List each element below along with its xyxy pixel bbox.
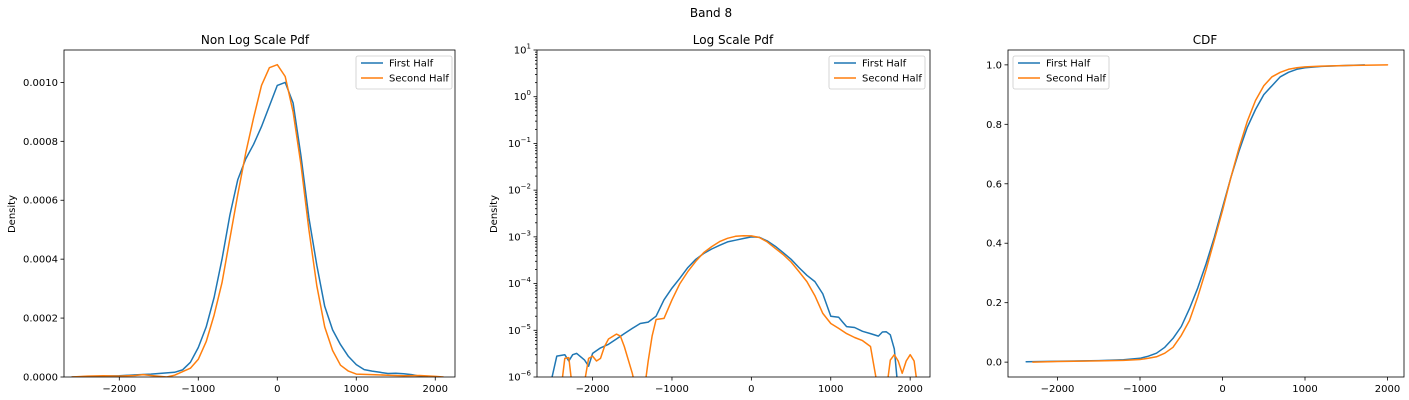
y-tick-label: 0.0004 xyxy=(23,255,58,266)
y-axis-label: Density xyxy=(7,195,18,233)
plot-frame xyxy=(63,49,456,378)
x-tick-label: 0 xyxy=(748,384,754,395)
series-line-first-half xyxy=(551,236,898,377)
x-tick-label: 1000 xyxy=(344,384,369,395)
legend: First Half Second Half xyxy=(828,55,926,90)
panel-non-log-pdf: Non Log Scale Pdf Density −2000 −1000 0 100… xyxy=(7,33,456,395)
axis-ticks: −2000 −1000 0 1000 2000 0.0 0.2 0.4 0.6 0.8 1.0 xyxy=(986,60,1400,395)
y-tick-label: 0.0002 xyxy=(23,314,58,325)
legend-box xyxy=(1012,55,1110,90)
y-tick-label-exponent: −4 xyxy=(521,276,532,284)
y-tick-label-base: 10 xyxy=(514,92,527,103)
x-tick-label: 2000 xyxy=(897,384,922,395)
series-line-first-half xyxy=(71,81,429,377)
y-tick-label-base: 10 xyxy=(508,139,521,150)
plot-frame xyxy=(1007,49,1405,378)
legend-box xyxy=(828,55,926,90)
legend-label-first-half: First Half xyxy=(389,59,434,70)
y-tick-label: 0.8 xyxy=(986,120,1002,131)
x-tick-label: −1000 xyxy=(655,384,689,395)
x-tick-label: −2000 xyxy=(1041,384,1075,395)
x-tick-label: −2000 xyxy=(576,384,610,395)
y-tick-label: 0.0008 xyxy=(23,137,58,148)
y-tick-label-base: 10 xyxy=(508,326,521,337)
legend-label-second-half: Second Half xyxy=(389,74,449,85)
y-tick-label: 10−6 xyxy=(508,370,532,384)
axis-ticks: −2000 −1000 0 1000 200010−610−510−410−310−21… xyxy=(508,43,923,396)
series-lines xyxy=(551,234,917,377)
panel-log-pdf: Log Scale Pdf Density −2000 −1000 0 1000 200… xyxy=(489,33,931,396)
x-tick-label: −1000 xyxy=(1123,384,1157,395)
figure-suptitle: Band 8 xyxy=(690,6,732,20)
y-tick-label: 10−5 xyxy=(508,323,531,337)
series-lines xyxy=(71,63,444,377)
y-tick-label: 0.0000 xyxy=(23,373,58,384)
legend: First Half Second Half xyxy=(1012,55,1110,90)
y-tick-label-exponent: 1 xyxy=(527,43,531,51)
series-line-second-half xyxy=(561,234,917,377)
y-tick-label-base: 10 xyxy=(508,186,521,197)
y-tick-label: 10−1 xyxy=(508,136,531,150)
y-tick-label-exponent: 0 xyxy=(527,89,531,97)
x-tick-label: −1000 xyxy=(181,384,215,395)
series-line-first-half xyxy=(1025,64,1366,363)
y-tick-label-base: 10 xyxy=(508,279,521,290)
legend-label-second-half: Second Half xyxy=(1046,74,1106,85)
y-tick-label-exponent: −1 xyxy=(521,136,531,144)
y-tick-label: 0.0 xyxy=(986,358,1002,369)
legend-label-second-half: Second Half xyxy=(862,74,922,85)
panel-title: Log Scale Pdf xyxy=(693,33,774,47)
y-tick-label-base: 10 xyxy=(508,232,521,243)
x-tick-label: 2000 xyxy=(423,384,448,395)
y-tick-label: 100 xyxy=(514,89,531,103)
y-tick-label: 0.0010 xyxy=(23,78,58,89)
y-tick-label: 1.0 xyxy=(986,60,1002,71)
x-tick-label: 1000 xyxy=(1292,384,1317,395)
y-tick-label: 101 xyxy=(514,43,531,57)
x-tick-label: 0 xyxy=(274,384,280,395)
y-tick-label: 0.0006 xyxy=(23,196,58,207)
x-tick-label: −2000 xyxy=(102,384,136,395)
axis-ticks: −2000 −1000 0 1000 2000 0.0000 0.0002 0.0004 0.0… xyxy=(23,78,448,395)
legend-label-first-half: First Half xyxy=(1046,59,1091,70)
x-tick-label: 0 xyxy=(1219,384,1225,395)
y-tick-label: 10−2 xyxy=(508,183,531,197)
panel-cdf: CDF −2000 −1000 0 1000 2000 0.0 0.2 0.4 0.6 0.8 1.… xyxy=(986,33,1405,395)
y-tick-label: 0.6 xyxy=(986,179,1002,190)
y-tick-label: 0.4 xyxy=(986,239,1002,250)
y-tick-label-base: 10 xyxy=(508,373,521,384)
series-line-second-half xyxy=(1032,64,1389,363)
series-line-second-half xyxy=(71,63,444,377)
panel-title: Non Log Scale Pdf xyxy=(201,33,310,47)
y-tick-label-exponent: −3 xyxy=(521,229,531,237)
y-tick-label-exponent: −5 xyxy=(521,323,531,331)
legend-box xyxy=(355,55,453,90)
x-tick-label: 2000 xyxy=(1375,384,1400,395)
y-tick-label-exponent: −2 xyxy=(521,183,531,191)
y-axis-label: Density xyxy=(489,195,500,233)
legend: First Half Second Half xyxy=(355,55,453,90)
y-tick-label-exponent: −6 xyxy=(521,370,532,378)
y-tick-label-base: 10 xyxy=(514,46,527,57)
panel-title: CDF xyxy=(1193,33,1218,47)
y-tick-label: 10−3 xyxy=(508,229,531,243)
x-tick-label: 1000 xyxy=(818,384,843,395)
y-tick-label: 10−4 xyxy=(508,276,532,290)
plot-frame xyxy=(536,49,931,378)
legend-label-first-half: First Half xyxy=(862,59,907,70)
y-tick-label: 0.2 xyxy=(986,298,1002,309)
series-lines xyxy=(1025,64,1389,363)
